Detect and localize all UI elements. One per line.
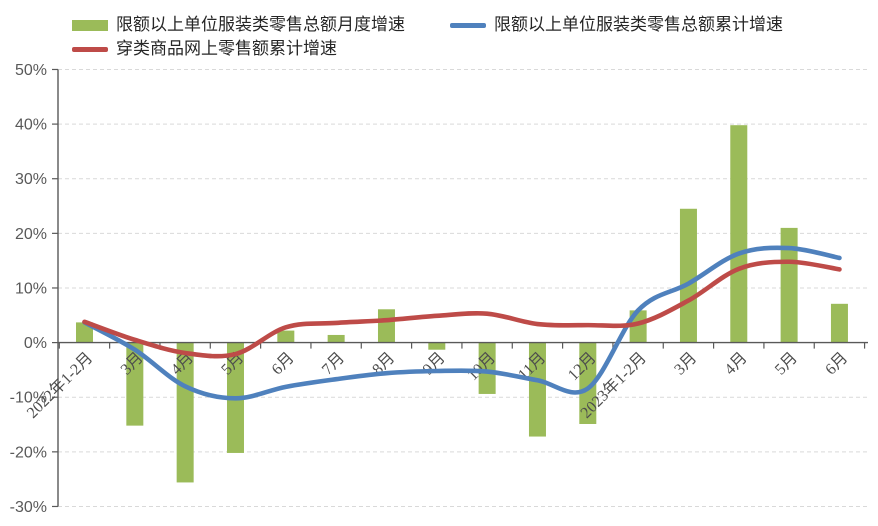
y-axis-label: 20%	[15, 226, 47, 243]
y-axis-label: 10%	[15, 280, 47, 297]
bar-10月	[478, 342, 496, 394]
x-axis-label: 5月	[772, 349, 801, 378]
bar-5月	[780, 227, 798, 343]
legend-label-online-retail-growth: 穿类商品网上零售额累计增速	[116, 39, 337, 58]
x-axis-label: 3月	[671, 349, 700, 378]
x-axis-label: 4月	[722, 349, 751, 378]
x-axis-label: 9月	[420, 349, 449, 378]
bar-6月	[277, 330, 295, 343]
line-online-retail-growth	[82, 259, 842, 359]
bar-4月	[730, 125, 748, 343]
bar-6月	[830, 303, 848, 343]
y-axis-label: 0%	[24, 335, 47, 352]
y-axis-label: 30%	[15, 171, 47, 188]
legend-item-online-retail-growth: 穿类商品网上零售额累计增速	[72, 39, 337, 59]
x-axis-label: 6月	[269, 349, 298, 378]
bar-3月	[679, 208, 697, 343]
legend-swatch-blue-line-icon	[450, 22, 486, 28]
x-axis-label: 2022年1-2月	[23, 349, 96, 422]
bar-12月	[579, 342, 597, 424]
legend-item-monthly-growth: 限额以上单位服装类零售总额月度增速	[72, 15, 405, 35]
legend-label-monthly-growth: 限额以上单位服装类零售总额月度增速	[116, 15, 405, 34]
bar-4月	[176, 342, 194, 483]
y-axis-label: 40%	[15, 117, 47, 134]
line-cumulative-growth	[82, 245, 842, 401]
x-axis-label: 7月	[319, 349, 348, 378]
bar-11月	[528, 342, 546, 437]
y-axis-label: 50%	[15, 62, 47, 79]
bar-9月	[428, 342, 446, 350]
bar-8月	[377, 309, 395, 343]
legend-item-cumulative-growth: 限额以上单位服装类零售总额累计增速	[450, 15, 783, 35]
bar-7月	[327, 334, 345, 343]
legend-swatch-bar-icon	[72, 19, 108, 31]
legend-label-cumulative-growth: 限额以上单位服装类零售总额累计增速	[494, 15, 783, 34]
chart-legend: 限额以上单位服装类零售总额月度增速 限额以上单位服装类零售总额累计增速 穿类商品…	[0, 0, 878, 60]
x-axis-label: 6月	[822, 349, 851, 378]
y-axis-label: -10%	[10, 390, 47, 407]
bar-3月	[126, 342, 144, 426]
bar-2022年1-2月	[76, 322, 93, 343]
y-axis-label: -30%	[10, 499, 47, 516]
y-axis-label: -20%	[10, 444, 47, 461]
legend-swatch-red-line-icon	[72, 46, 108, 52]
